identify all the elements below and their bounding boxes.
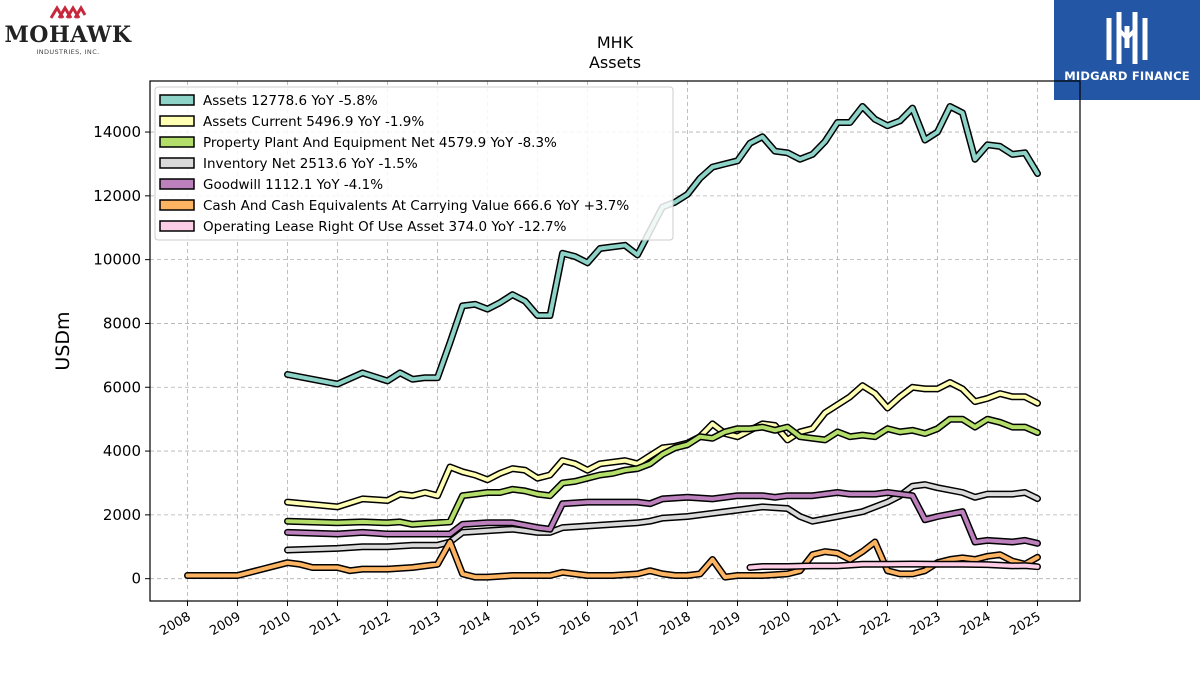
legend-entry-goodwill: Goodwill 1112.1 YoY -4.1% <box>203 177 383 193</box>
series-line <box>285 417 1040 527</box>
y-axis-label: USDm <box>52 311 74 370</box>
y-tick-label: 0 <box>131 570 141 588</box>
legend-swatch-assets <box>159 94 195 106</box>
legend-entry-property-plant-and-equipment-net: Property Plant And Equipment Net 4579.9 … <box>203 135 557 151</box>
y-tick-label: 10000 <box>93 251 141 269</box>
legend-swatch-assets-current <box>159 115 195 127</box>
legend-box <box>154 86 674 241</box>
x-tick-label: 2018 <box>657 609 693 639</box>
x-tick-label: 2012 <box>357 609 393 639</box>
legend-entry-assets-current: Assets Current 5496.9 YoY -1.9% <box>203 114 424 130</box>
x-tick-label: 2014 <box>457 609 493 639</box>
series-layer <box>184 103 1041 581</box>
mohawk-chevron-icon <box>50 5 86 19</box>
x-tick-label: 2015 <box>507 609 543 639</box>
y-tick-label: 14000 <box>93 123 141 141</box>
series-goodwill <box>284 489 1041 547</box>
legend-swatch-inventory-net <box>159 157 195 169</box>
legend-swatch-property-plant-and-equipment-net <box>159 136 195 148</box>
x-tick-label: 2019 <box>707 609 743 639</box>
series-cash-and-cash-equivalents-at-carrying-value <box>184 538 1041 581</box>
legend-entry-operating-lease-right-of-use-asset: Operating Lease Right Of Use Asset 374.0… <box>203 219 567 235</box>
series-assets <box>284 103 1041 388</box>
series-line <box>285 490 1040 546</box>
series-assets-current <box>284 379 1041 511</box>
x-axis: 2008 2009 2010 2011 2012 2013 2014 2015 2016 2017… <box>157 601 1044 639</box>
legend-swatch-cash-and-cash-equivalents-at-carrying-value <box>159 199 195 211</box>
x-tick-label: 2011 <box>307 609 343 639</box>
legend-entry-inventory-net: Inventory Net 2513.6 YoY -1.5% <box>203 156 418 172</box>
x-tick-label: 2009 <box>207 609 243 639</box>
legend-entry-cash-and-cash-equivalents-at-carrying-value: Cash And Cash Equivalents At Carrying Va… <box>203 198 629 214</box>
y-tick-label: 8000 <box>103 314 141 332</box>
x-tick-label: 2025 <box>1007 609 1043 639</box>
series-property-plant-and-equipment-net <box>284 415 1041 528</box>
x-tick-label: 2017 <box>607 609 643 639</box>
mohawk-logo-subtext: INDUSTRIES, INC. <box>36 48 100 56</box>
x-tick-label: 2020 <box>757 609 793 639</box>
midgard-finance-logo-text: MIDGARD FINANCE <box>1064 69 1190 83</box>
x-tick-label: 2016 <box>557 609 593 639</box>
legend: Assets 12778.6 YoY -5.8% Assets Current 5… <box>154 86 674 241</box>
x-tick-label: 2013 <box>407 609 443 639</box>
series-line <box>748 562 1040 570</box>
mohawk-logo-text: MOHAWK <box>4 22 132 48</box>
chart-subtitle: Assets <box>589 53 641 72</box>
series-operating-lease-right-of-use-asset <box>746 560 1041 571</box>
legend-swatch-operating-lease-right-of-use-asset <box>159 220 195 232</box>
x-tick-label: 2023 <box>907 609 943 639</box>
y-axis: 0 2000 4000 6000 8000 10000 12000 14000 <box>93 123 150 588</box>
chart-title: MHK <box>597 33 634 52</box>
mohawk-logo: MOHAWK INDUSTRIES, INC. <box>4 4 134 60</box>
y-tick-label: 12000 <box>93 187 141 205</box>
series-line <box>285 104 1040 387</box>
x-tick-label: 2024 <box>957 609 993 639</box>
y-tick-label: 2000 <box>103 506 141 524</box>
y-tick-label: 4000 <box>103 442 141 460</box>
x-tick-label: 2008 <box>157 609 193 639</box>
series-line <box>185 540 1040 580</box>
series-line-outline <box>284 379 1041 511</box>
x-tick-label: 2022 <box>857 609 893 639</box>
legend-entry-assets: Assets 12778.6 YoY -5.8% <box>203 93 378 109</box>
legend-swatch-goodwill <box>159 178 195 190</box>
y-tick-label: 6000 <box>103 378 141 396</box>
midgard-finance-logo: MIDGARD FINANCE <box>1054 0 1200 100</box>
x-tick-label: 2021 <box>807 609 843 639</box>
x-tick-label: 2010 <box>257 609 293 639</box>
plot-frame <box>149 80 1081 602</box>
midgard-emblem-icon <box>1106 12 1148 64</box>
